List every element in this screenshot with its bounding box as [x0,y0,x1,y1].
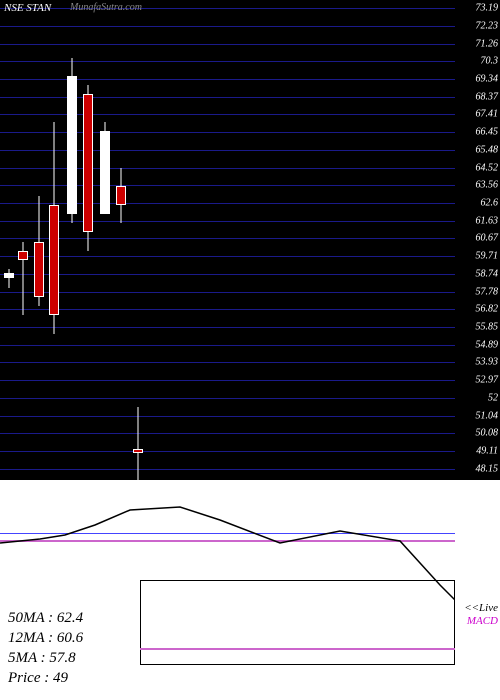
chart-title: NSE STAN [4,2,51,14]
candle-body [116,186,126,204]
price-label: 56.82 [476,304,499,315]
price-label: 62.6 [481,197,499,208]
candle-wick [138,407,139,481]
price-label: 49.11 [476,446,498,457]
price-label: 52 [488,392,498,403]
candle-body [49,205,59,315]
macd-label: MACD [467,615,498,627]
price-label: 69.34 [476,73,499,84]
price-label: 54.89 [476,339,499,350]
price-label: Price : 49 [8,670,68,687]
price-label: 55.85 [476,322,499,333]
price-label: 50.08 [476,428,499,439]
price-label: 61.63 [476,215,499,226]
candle-body [100,131,110,214]
price-label: 60.67 [476,233,499,244]
price-label: 73.19 [476,3,499,14]
candle-body [18,251,28,260]
info-frame [140,580,455,665]
price-label: 68.37 [476,91,499,102]
candle-body [83,94,93,232]
price-label: 48.15 [476,463,499,474]
price-label: 52.97 [476,375,499,386]
price-label: 66.45 [476,127,499,138]
candle-body [67,76,77,214]
price-label: 57.78 [476,286,499,297]
ma5-label: 5MA : 57.8 [8,650,76,667]
price-label: 51.04 [476,410,499,421]
price-label: 58.74 [476,268,499,279]
live-label: <<Live [464,602,498,614]
price-label: 67.41 [476,109,499,120]
price-label: 63.56 [476,180,499,191]
watermark: MunafaSutra.com [70,2,142,13]
ma12-label: 12MA : 60.6 [8,630,83,647]
price-label: 59.71 [476,251,499,262]
candle-area [0,0,455,480]
price-label: 70.3 [481,56,499,67]
candle-body [4,273,14,279]
price-label: 71.26 [476,38,499,49]
ma50-label: 50MA : 62.4 [8,610,83,627]
candle-body [133,449,143,453]
info-panel: 50MA : 62.4 12MA : 60.6 5MA : 57.8 Price… [0,605,500,700]
candlestick-chart: NSE STAN MunafaSutra.com 73.19 72.23 71.26… [0,0,500,480]
candle-body [34,242,44,297]
price-label: 53.93 [476,357,499,368]
price-label: 64.52 [476,162,499,173]
price-label: 65.48 [476,144,499,155]
bottom-accent-line [140,648,455,650]
price-label: 72.23 [476,20,499,31]
